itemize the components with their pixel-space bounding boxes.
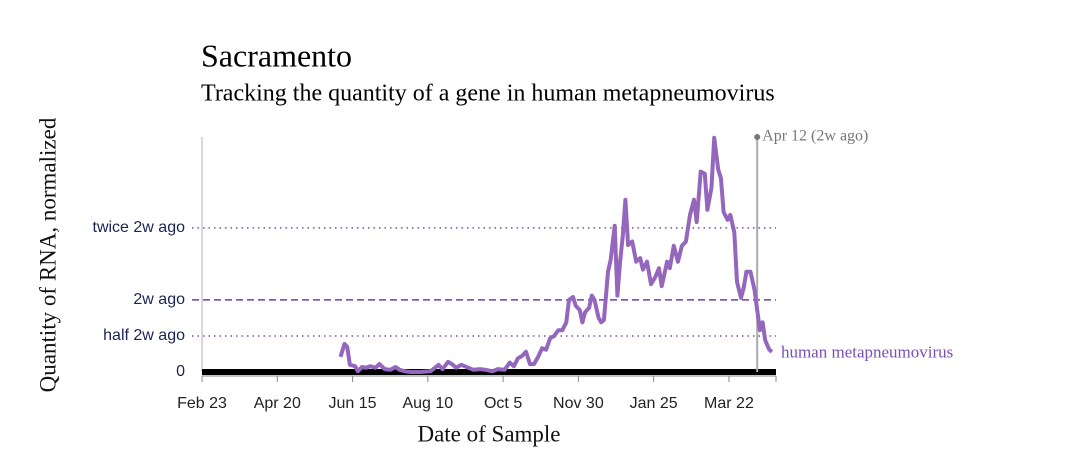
series-label: human metapneumovirus [781,343,953,362]
annotation-label: Apr 12 (2w ago) [762,128,868,145]
x-tick-label: Aug 10 [402,395,453,412]
x-tick-label: Apr 20 [254,395,301,412]
y-tick-label: 2w ago [133,291,185,308]
y-axis-label: Quantity of RNA, normalized [35,117,60,392]
x-tick-label: Jan 25 [630,395,678,412]
y-tick-label: 0 [176,363,185,380]
y-tick-label: half 2w ago [103,327,185,344]
x-axis-label: Date of Sample [417,421,560,446]
chart-title: Sacramento [201,37,352,73]
annotation-dot [754,134,761,140]
x-tick-label: Mar 22 [704,395,754,412]
x-tick-label: Jun 15 [329,395,377,412]
y-tick-label: twice 2w ago [93,219,186,236]
x-tick-label: Nov 30 [553,395,604,412]
chart-subtitle: Tracking the quantity of a gene in human… [201,81,775,107]
data-line [338,135,774,374]
x-tick-label: Oct 5 [484,395,522,412]
x-tick-label: Feb 23 [177,395,227,412]
